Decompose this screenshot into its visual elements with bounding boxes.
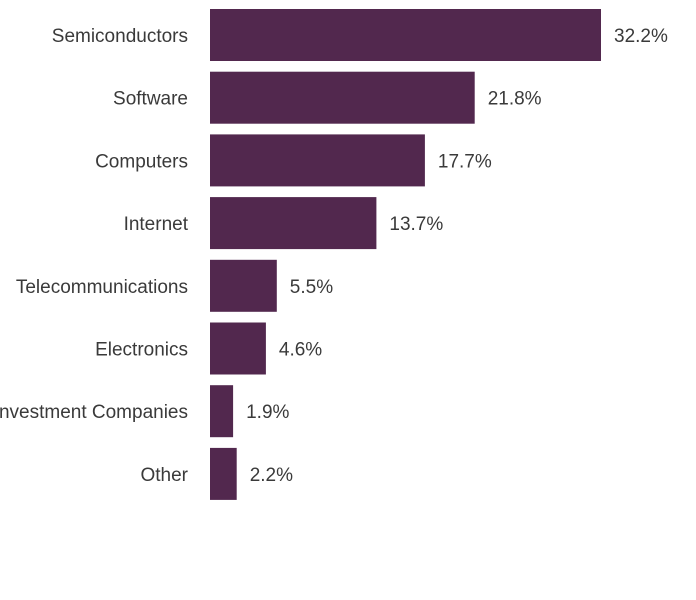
value-label: 5.5% <box>290 277 333 298</box>
bar-telecommunications <box>210 259 277 312</box>
value-labels: 32.2% 21.8% 17.7% 13.7% 5.5% 4.6% 1.9% 2.2% <box>246 26 668 486</box>
category-label: Software <box>113 89 188 110</box>
value-label: 21.8% <box>488 89 542 110</box>
value-label: 32.2% <box>614 26 668 47</box>
value-label: 1.9% <box>246 402 289 423</box>
bar-investment-companies <box>210 385 234 438</box>
bar-semiconductors <box>210 9 601 61</box>
bar-other <box>210 447 237 500</box>
value-label: 13.7% <box>389 214 443 235</box>
category-label: Other <box>140 465 188 486</box>
category-label: Electronics <box>95 340 188 361</box>
value-label: 4.6% <box>279 340 322 361</box>
value-label: 17.7% <box>438 151 492 172</box>
category-labels: Semiconductors Software Computers Internet T… <box>0 26 189 486</box>
category-label: Internet <box>124 214 189 235</box>
bars-layer <box>210 9 601 500</box>
bar-software <box>210 71 475 124</box>
category-label: Investment Companies <box>0 402 188 423</box>
category-label: Semiconductors <box>52 26 188 47</box>
bar-electronics <box>210 322 266 375</box>
value-label: 2.2% <box>250 465 293 486</box>
category-label: Telecommunications <box>16 277 188 298</box>
category-label: Computers <box>95 151 188 172</box>
bar-computers <box>210 134 425 187</box>
bar-internet <box>210 197 377 250</box>
